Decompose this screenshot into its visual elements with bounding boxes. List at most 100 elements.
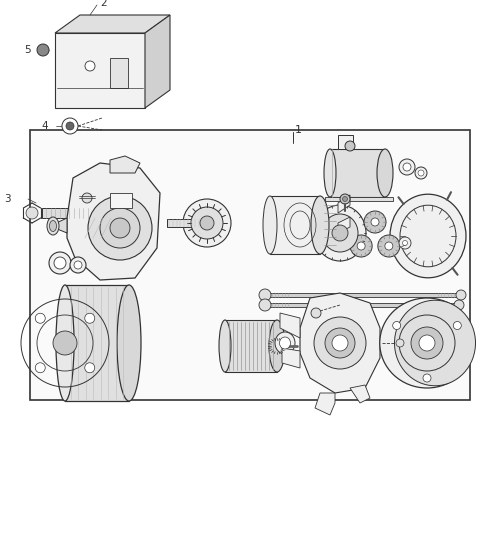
Polygon shape — [330, 149, 385, 197]
Polygon shape — [270, 196, 320, 254]
Ellipse shape — [279, 337, 290, 349]
Polygon shape — [338, 195, 350, 213]
Circle shape — [456, 290, 466, 300]
Bar — [42, 208, 92, 218]
Polygon shape — [280, 313, 300, 338]
Circle shape — [364, 211, 386, 233]
Circle shape — [110, 218, 130, 238]
Circle shape — [454, 300, 464, 310]
Ellipse shape — [56, 285, 74, 401]
Circle shape — [82, 193, 92, 203]
Circle shape — [54, 257, 66, 269]
Bar — [268, 303, 456, 307]
Ellipse shape — [269, 320, 285, 372]
Polygon shape — [65, 285, 129, 401]
Circle shape — [403, 241, 408, 245]
Circle shape — [53, 331, 77, 355]
Polygon shape — [325, 197, 393, 201]
Polygon shape — [338, 135, 353, 149]
Polygon shape — [145, 15, 170, 108]
Circle shape — [396, 339, 404, 347]
Ellipse shape — [377, 149, 393, 197]
Circle shape — [419, 335, 435, 351]
Circle shape — [332, 335, 348, 351]
Circle shape — [418, 170, 424, 176]
Text: 4: 4 — [41, 121, 48, 131]
Circle shape — [259, 299, 271, 311]
Bar — [110, 193, 132, 208]
Circle shape — [399, 159, 415, 175]
Circle shape — [200, 216, 214, 230]
Circle shape — [325, 328, 355, 358]
Circle shape — [35, 313, 45, 323]
Circle shape — [66, 122, 74, 130]
Polygon shape — [282, 348, 300, 368]
Bar — [110, 58, 128, 88]
Polygon shape — [67, 163, 160, 280]
Bar — [30, 130, 470, 400]
Circle shape — [85, 61, 95, 71]
Circle shape — [403, 163, 411, 171]
Circle shape — [411, 327, 443, 359]
Polygon shape — [225, 320, 277, 372]
Circle shape — [26, 207, 38, 219]
Polygon shape — [55, 33, 145, 108]
Text: 5: 5 — [24, 45, 31, 55]
Circle shape — [453, 321, 461, 330]
Circle shape — [191, 207, 223, 239]
Circle shape — [62, 118, 78, 134]
Circle shape — [423, 374, 431, 382]
Circle shape — [314, 317, 366, 369]
Ellipse shape — [322, 214, 358, 252]
Ellipse shape — [49, 220, 57, 231]
Circle shape — [183, 199, 231, 247]
Polygon shape — [350, 385, 370, 403]
Ellipse shape — [314, 205, 366, 261]
Polygon shape — [300, 293, 380, 393]
Circle shape — [49, 252, 71, 274]
Ellipse shape — [324, 149, 336, 197]
Circle shape — [345, 141, 355, 151]
Ellipse shape — [47, 217, 59, 235]
Circle shape — [74, 261, 82, 269]
Bar — [167, 219, 207, 227]
Text: 1: 1 — [295, 125, 302, 135]
Ellipse shape — [332, 225, 348, 241]
Ellipse shape — [390, 194, 466, 278]
Circle shape — [371, 218, 379, 226]
Circle shape — [340, 194, 350, 204]
Circle shape — [85, 313, 95, 323]
Polygon shape — [338, 217, 350, 233]
Circle shape — [378, 235, 400, 257]
Ellipse shape — [219, 320, 231, 372]
Ellipse shape — [400, 205, 456, 267]
Ellipse shape — [117, 285, 141, 401]
Circle shape — [343, 197, 348, 201]
Ellipse shape — [311, 196, 329, 254]
Circle shape — [311, 308, 321, 318]
Circle shape — [350, 235, 372, 257]
Circle shape — [415, 167, 427, 179]
Ellipse shape — [275, 332, 295, 354]
Circle shape — [399, 315, 455, 371]
Polygon shape — [50, 218, 67, 233]
Polygon shape — [55, 15, 170, 33]
Bar — [268, 293, 458, 297]
Circle shape — [100, 208, 140, 248]
Circle shape — [37, 44, 49, 56]
Circle shape — [357, 242, 365, 250]
Polygon shape — [110, 156, 140, 173]
Text: 3: 3 — [4, 194, 11, 204]
Circle shape — [385, 242, 393, 250]
Circle shape — [393, 321, 401, 330]
Circle shape — [88, 196, 152, 260]
Ellipse shape — [395, 300, 476, 386]
Circle shape — [70, 257, 86, 273]
Ellipse shape — [263, 196, 277, 254]
Text: 2: 2 — [100, 0, 107, 8]
Circle shape — [259, 289, 271, 301]
Circle shape — [399, 237, 411, 249]
Circle shape — [35, 363, 45, 372]
Ellipse shape — [380, 298, 474, 388]
Polygon shape — [315, 393, 335, 415]
